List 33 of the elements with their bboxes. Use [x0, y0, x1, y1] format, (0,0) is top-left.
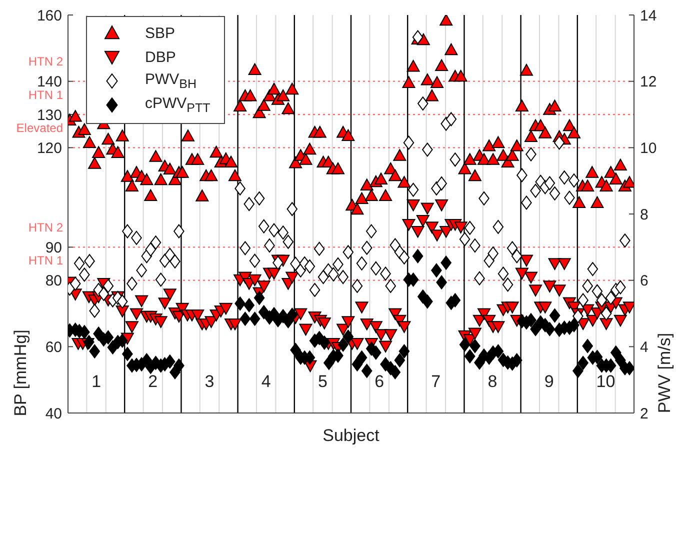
legend-label: DBP: [145, 48, 176, 66]
y-tick-label: 160: [36, 7, 62, 24]
legend-label: SBP: [145, 24, 176, 42]
ref-line-label: HTN 2: [28, 220, 64, 234]
legend-label: PWV$_{BH}$: [145, 71, 197, 91]
y2-tick-label: 6: [640, 272, 648, 290]
y2-tick-label: 12: [640, 74, 657, 91]
x-tick-label: 1: [92, 372, 102, 392]
x-tick-label: 5: [318, 372, 328, 392]
y-tick-label: 90: [45, 239, 62, 256]
y-tick-label: 40: [45, 405, 62, 422]
y2-tick-label: 10: [640, 140, 657, 157]
y-axis-title: BP [mmHg]: [11, 330, 30, 416]
y2-tick-label: 14: [640, 7, 657, 24]
y2-tick-label: 4: [640, 338, 648, 356]
x-tick-label: 6: [374, 372, 384, 392]
x-tick-label: 8: [488, 372, 498, 392]
y-tick-label: 60: [45, 338, 62, 356]
legend-label: cPWV$_{PTT}$: [145, 95, 210, 115]
y-tick-label: 120: [36, 140, 62, 157]
x-axis-title: Subject: [322, 426, 380, 445]
x-tick-label: 10: [596, 372, 616, 392]
ref-line-label: HTN 2: [28, 54, 64, 69]
x-tick-label: 2: [148, 372, 158, 392]
x-tick-label: 7: [431, 372, 441, 392]
y2-tick-label: 8: [640, 206, 648, 224]
x-tick-label: 3: [204, 372, 214, 392]
x-tick-label: 9: [544, 372, 554, 392]
y2-tick-label: 2: [640, 405, 648, 422]
ref-line-label: HTN 1: [28, 254, 64, 268]
y2-axis-title: PWV [m/s]: [655, 332, 674, 414]
x-tick-label: 4: [261, 372, 271, 392]
y-tick-label: 80: [45, 272, 62, 290]
